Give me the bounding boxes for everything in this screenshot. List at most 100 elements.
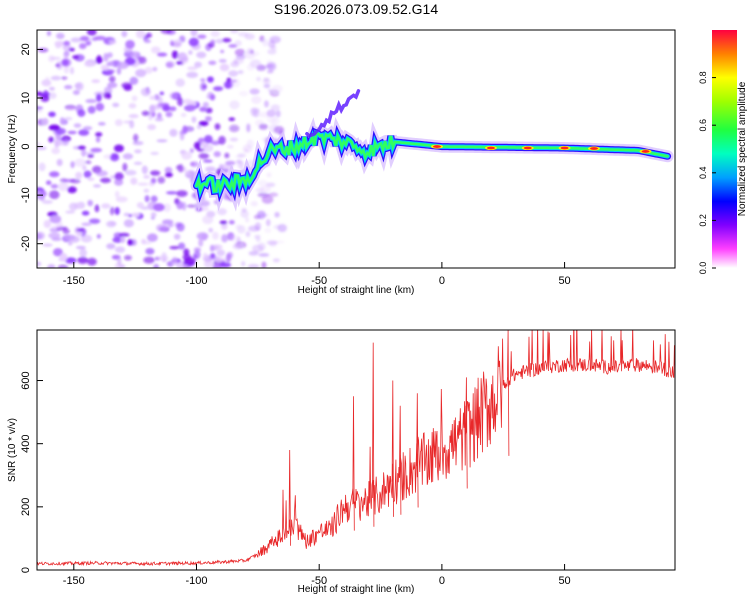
colorbar-tick-label: 0.4: [698, 167, 708, 180]
noise-blob: [121, 30, 128, 38]
noise-blob: [70, 178, 81, 184]
noise-blob: [266, 240, 278, 245]
noise-blob: [56, 60, 63, 70]
noise-blob: [114, 190, 120, 198]
noise-blob: [180, 112, 187, 118]
noise-blob: [94, 35, 106, 41]
noise-blob: [50, 75, 62, 81]
noise-blob: [135, 30, 146, 39]
noise-blob: [182, 125, 188, 135]
noise-blob: [171, 256, 178, 266]
noise-blob: [114, 246, 126, 253]
snr-ylabel: SNR (10 * v/v): [7, 418, 18, 482]
noise-blob: [143, 188, 150, 193]
noise-blob: [88, 218, 101, 224]
noise-blob: [145, 32, 152, 38]
noise-blob: [131, 212, 141, 218]
noise-blob: [58, 182, 69, 192]
noise-blob: [49, 214, 62, 224]
noise-blob: [80, 234, 93, 243]
noise-blob: [96, 234, 101, 239]
noise-blob: [84, 61, 96, 67]
noise-blob: [205, 166, 216, 173]
noise-blob: [147, 124, 156, 131]
noise-blob: [275, 109, 281, 118]
noise-blob: [149, 170, 161, 176]
noise-blob: [254, 234, 261, 239]
noise-blob: [190, 30, 198, 37]
noise-blob: [210, 140, 221, 146]
noise-blob: [79, 248, 87, 258]
noise-blob: [135, 68, 147, 78]
noise-blob: [76, 231, 82, 237]
noise-blob: [186, 71, 199, 78]
noise-blob: [196, 124, 202, 130]
noise-blob: [37, 106, 44, 110]
spectrogram-frame: [36, 29, 676, 269]
noise-blob: [157, 176, 166, 184]
spectrogram-ytick-label: 10: [20, 92, 32, 104]
noise-blob: [214, 256, 224, 263]
noise-blob: [64, 234, 76, 241]
noise-blob: [63, 40, 71, 46]
noise-blob: [150, 212, 157, 218]
noise-blob: [188, 37, 199, 47]
noise-blob: [256, 76, 261, 82]
noise-blob: [210, 30, 221, 38]
noise-blob: [183, 248, 190, 256]
noise-blobs: [37, 30, 287, 268]
noise-blob: [270, 117, 281, 125]
noise-blob: [63, 50, 70, 57]
noise-blob: [114, 119, 123, 127]
noise-blob: [244, 216, 250, 223]
noise-blob: [207, 76, 214, 83]
noise-blob: [67, 241, 73, 246]
noise-blob: [131, 51, 140, 58]
noise-blob: [225, 160, 236, 166]
snr-ytick-label: 400: [20, 435, 32, 453]
noise-blob: [203, 260, 214, 268]
noise-blob: [143, 39, 151, 43]
noise-blob: [42, 243, 53, 247]
noise-blob: [37, 91, 43, 97]
noise-blob: [156, 52, 168, 57]
noise-blob: [190, 161, 199, 168]
noise-blob: [189, 104, 195, 109]
noise-blob: [169, 246, 180, 250]
noise-blob: [201, 144, 214, 153]
noise-blob: [77, 109, 86, 117]
noise-blob: [105, 69, 116, 73]
noise-blob: [265, 182, 276, 188]
noise-blob: [95, 170, 108, 177]
noise-blob: [116, 67, 122, 75]
noise-blob: [165, 191, 178, 195]
noise-blob: [250, 201, 258, 207]
noise-blob: [169, 40, 175, 46]
noise-blob: [75, 171, 83, 179]
noise-blob: [123, 255, 132, 261]
noise-blob: [85, 40, 92, 46]
noise-blob: [203, 252, 208, 259]
noise-blob: [186, 204, 198, 208]
colorbar: 0.0 0.2 0.4 0.6 0.8 Normalized spectral ampl…: [698, 30, 748, 274]
noise-blob: [220, 49, 225, 54]
spectrogram-xtick-label: -150: [63, 275, 85, 287]
noise-blob: [267, 192, 279, 197]
noise-blob: [38, 47, 49, 53]
noise-blob: [52, 248, 63, 257]
noise-blob: [237, 225, 246, 234]
noise-blob: [163, 203, 171, 213]
noise-blob: [49, 86, 55, 91]
snr-line: [37, 330, 675, 567]
noise-blob: [202, 215, 214, 225]
noise-blob: [65, 210, 76, 214]
noise-blob: [265, 63, 274, 69]
track-branch: [305, 89, 361, 138]
noise-blob: [70, 161, 75, 169]
noise-blob: [105, 220, 117, 228]
noise-blob: [95, 102, 105, 112]
noise-blob: [246, 139, 255, 149]
noise-blob: [210, 253, 216, 259]
noise-blob: [78, 42, 87, 50]
noise-blob: [147, 233, 158, 242]
